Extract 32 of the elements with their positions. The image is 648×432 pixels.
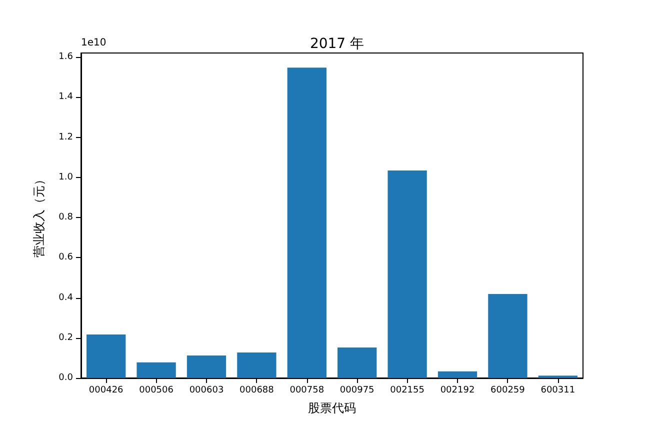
y-tick-label: 0.2 (58, 332, 73, 343)
x-tick-label: 000688 (240, 386, 274, 396)
bar (438, 371, 478, 378)
y-tick-label: 0.0 (58, 373, 74, 383)
y-tick-label: 1.2 (58, 132, 73, 142)
x-tick-label: 000975 (340, 386, 374, 396)
x-tick-label: 600311 (540, 386, 576, 396)
bar (338, 348, 377, 378)
bar (186, 356, 226, 378)
y-tick-label: 1.4 (58, 92, 74, 102)
x-tick-label: 002155 (390, 386, 424, 396)
x-tick-label: 000758 (290, 386, 324, 396)
y-tick-label: 0.4 (58, 292, 74, 303)
bar (287, 68, 326, 378)
x-axis-title: 股票代码 (308, 401, 356, 415)
x-tick-label: 000506 (139, 386, 174, 396)
bar (388, 170, 427, 378)
y-tick-label: 1.0 (58, 172, 74, 182)
x-tick-label: 000603 (189, 386, 224, 396)
bar (237, 352, 276, 378)
x-tick-label: 002192 (440, 386, 475, 396)
bar (136, 362, 176, 378)
y-tick-label: 0.8 (58, 212, 74, 223)
bar (488, 294, 528, 378)
text: 1e10 (81, 38, 106, 48)
y-tick-label: 0.6 (58, 252, 74, 263)
x-tick-label: 600259 (490, 386, 526, 396)
y-tick-label: 1.6 (58, 52, 74, 62)
bar (86, 334, 126, 378)
y-axis-title: 营业收入（元） (32, 174, 46, 258)
x-tick-label: 000426 (88, 386, 124, 396)
chart-title: 2017 年 (310, 36, 364, 52)
